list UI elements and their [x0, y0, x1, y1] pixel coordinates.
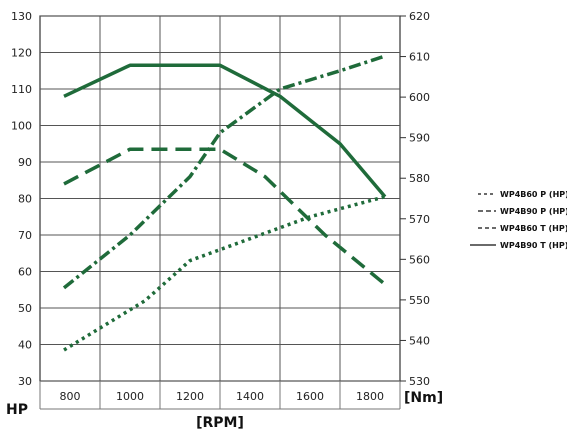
- x-tick-label: 1800: [356, 390, 384, 403]
- series-line: [63, 147, 387, 286]
- legend-label: WP4B90 P (HP): [500, 207, 567, 216]
- x-tick-label: 1600: [296, 390, 324, 403]
- x-tick-label: 1200: [176, 390, 204, 403]
- y-right-tick-label: 550: [409, 294, 430, 307]
- series-line: [63, 63, 387, 198]
- y-right-tick-label: 540: [409, 334, 430, 347]
- right-axis: 530 540 550 560 570 580 590 600 610 620: [400, 10, 430, 388]
- legend-label: WP4B60 P (HP): [500, 190, 567, 199]
- y-right-tick-label: 560: [409, 253, 430, 266]
- x-tick-label: 800: [60, 390, 81, 403]
- y-right-tick-label: 570: [409, 213, 430, 226]
- x-tick-label: 1000: [116, 390, 144, 403]
- left-axis: 30 40 50 60 70 80 90 100 110 120 130: [11, 10, 32, 388]
- x-tick-label: 1400: [236, 390, 264, 403]
- y-right-tick-label: 580: [409, 172, 430, 185]
- y-right-tick-label: 590: [409, 132, 430, 145]
- y-right-tick-label: 610: [409, 51, 430, 64]
- y-left-tick-label: 100: [11, 120, 32, 133]
- x-axis-label: [RPM]: [196, 415, 244, 431]
- y-axis-right-label: [Nm]: [404, 390, 443, 406]
- series-line: [63, 195, 386, 352]
- y-axis-left-label: HP: [6, 402, 28, 418]
- y-left-tick-label: 80: [18, 193, 32, 206]
- y-left-tick-label: 40: [18, 339, 32, 352]
- y-left-tick-label: 130: [11, 10, 32, 23]
- y-right-tick-label: 530: [409, 375, 430, 388]
- y-right-tick-label: 620: [409, 10, 430, 23]
- y-left-tick-label: 110: [11, 83, 32, 96]
- series-lines: [62, 54, 387, 352]
- legend: WP4B60 P (HP) WP4B90 P (HP) WP4B60 T (HP) W…: [470, 190, 567, 250]
- y-left-tick-label: 120: [11, 47, 32, 60]
- y-left-tick-label: 30: [18, 375, 32, 388]
- y-left-tick-label: 90: [18, 156, 32, 169]
- series-line: [62, 54, 386, 290]
- y-left-tick-label: 70: [18, 229, 32, 242]
- legend-label: WP4B60 T (HP): [500, 224, 567, 233]
- grid: [39, 15, 401, 410]
- y-right-tick-label: 600: [409, 91, 430, 104]
- y-left-tick-label: 60: [18, 266, 32, 279]
- legend-label: WP4B90 T (HP): [500, 241, 567, 250]
- y-left-tick-label: 50: [18, 302, 32, 315]
- x-axis: 800 1000 1200 1400 1600 1800: [60, 390, 385, 403]
